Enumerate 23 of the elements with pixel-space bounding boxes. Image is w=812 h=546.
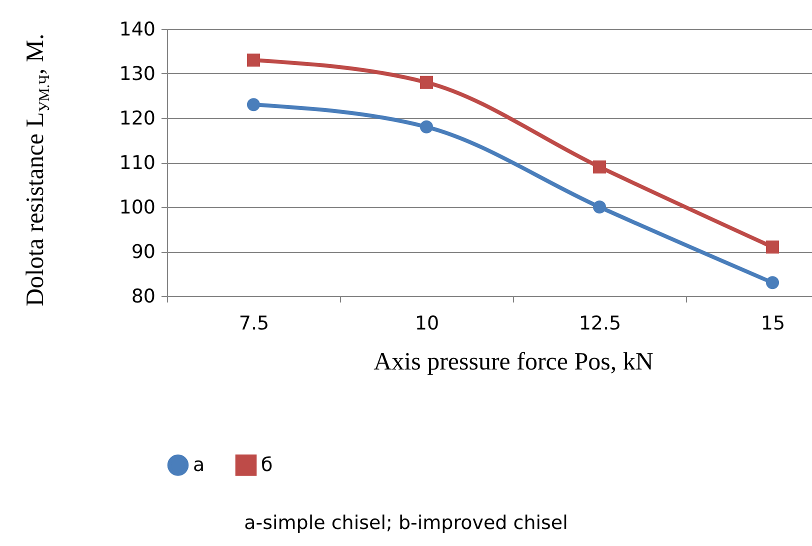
x-axis-title: Axis pressure force Pos, kN [374, 348, 654, 376]
x-tick-label: 7.5 [238, 312, 270, 334]
x-tick-label: 10 [414, 312, 440, 334]
y-tick-label: 140 [119, 18, 156, 40]
y-tick-label: 90 [131, 241, 156, 263]
y-tick-label: 100 [119, 196, 156, 218]
y-tick-label: 80 [131, 286, 156, 308]
x-tick-label: 12.5 [578, 312, 622, 334]
point [246, 98, 260, 112]
point [766, 240, 780, 254]
point [420, 76, 434, 89]
text: a-simple chisel; b-improved chisel [243, 512, 569, 534]
point [592, 200, 606, 214]
y-tick-label: 120 [119, 108, 156, 130]
point [246, 54, 260, 67]
point [592, 160, 606, 174]
legend-label: б [261, 454, 273, 476]
x-tick-label: 15 [760, 312, 786, 334]
point [420, 120, 434, 134]
y-tick-label: 110 [119, 152, 156, 174]
point [766, 276, 780, 290]
legend-label: а [193, 454, 205, 476]
y-tick-label: 130 [119, 63, 156, 85]
